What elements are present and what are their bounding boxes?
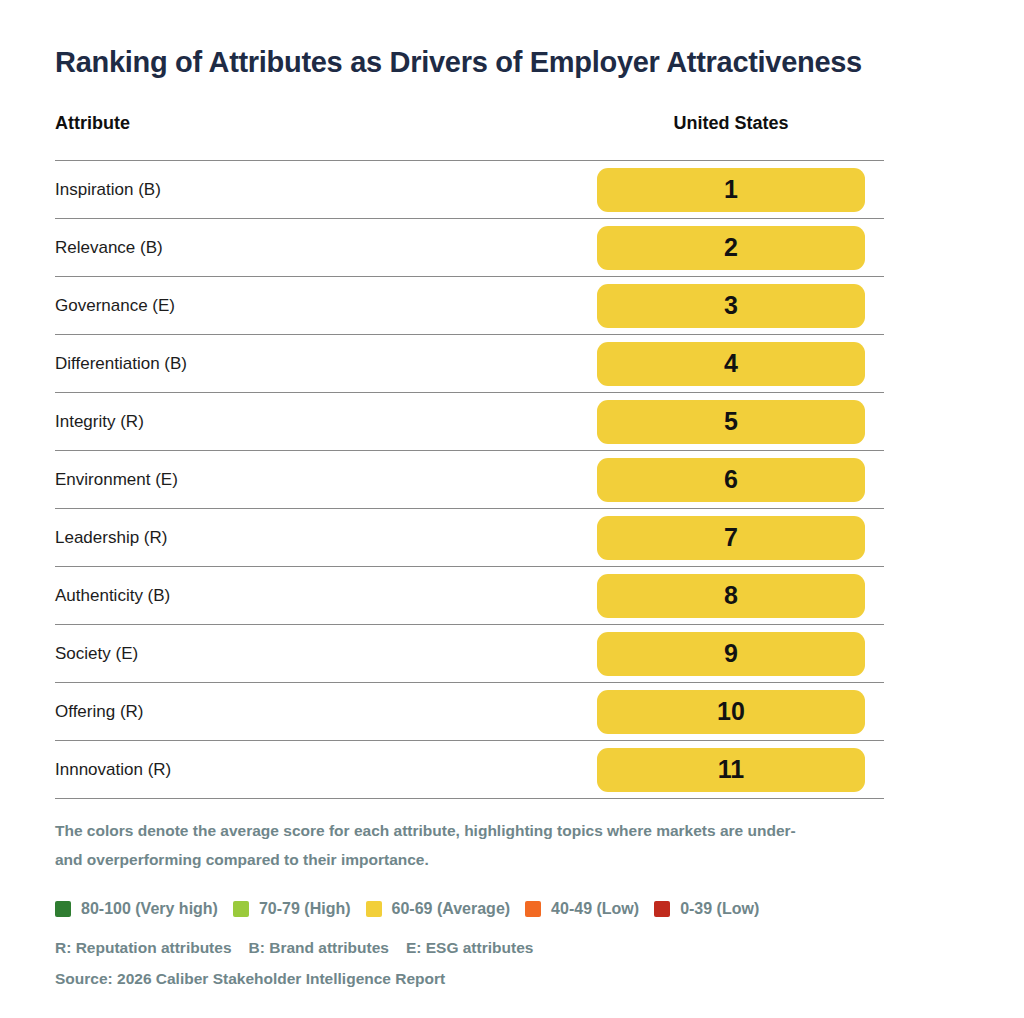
source-note: Source: 2026 Caliber Stakeholder Intelli… (55, 970, 884, 988)
rank-badge: 11 (597, 748, 865, 792)
ranking-infographic: Ranking of Attributes as Drivers of Empl… (0, 0, 1024, 988)
table-body: Inspiration (B) 1 Relevance (B) 2 Govern… (55, 161, 884, 799)
legend-swatch-icon (654, 901, 670, 917)
table-row: Environment (E) 6 (55, 451, 884, 509)
legend-swatch-icon (55, 901, 71, 917)
attribute-label: Innnovation (R) (55, 760, 597, 780)
table-row: Relevance (B) 2 (55, 219, 884, 277)
attribute-label: Governance (E) (55, 296, 597, 316)
rank-badge: 7 (597, 516, 865, 560)
legend-swatch-icon (233, 901, 249, 917)
table-row: Integrity (R) 5 (55, 393, 884, 451)
ranking-table: Attribute United States Inspiration (B) … (55, 113, 884, 799)
abbreviation-item: R: Reputation attributes (55, 939, 232, 957)
attribute-label: Authenticity (B) (55, 586, 597, 606)
legend-item: 60-69 (Average) (366, 900, 511, 918)
abbreviation-item: B: Brand attributes (249, 939, 389, 957)
legend-item: 0-39 (Low) (654, 900, 759, 918)
attribute-label: Society (E) (55, 644, 597, 664)
abbreviation-key: R: Reputation attributes B: Brand attrib… (55, 939, 884, 957)
table-row: Offering (R) 10 (55, 683, 884, 741)
legend-swatch-icon (525, 901, 541, 917)
attribute-label: Integrity (R) (55, 412, 597, 432)
attribute-label: Offering (R) (55, 702, 597, 722)
legend-label: 80-100 (Very high) (81, 900, 218, 918)
attribute-label: Relevance (B) (55, 238, 597, 258)
rank-badge: 5 (597, 400, 865, 444)
attribute-label: Inspiration (B) (55, 180, 597, 200)
rank-badge: 9 (597, 632, 865, 676)
attribute-label: Environment (E) (55, 470, 597, 490)
rank-badge: 6 (597, 458, 865, 502)
rank-badge: 1 (597, 168, 865, 212)
legend-label: 70-79 (High) (259, 900, 351, 918)
rank-badge: 10 (597, 690, 865, 734)
rank-badge: 8 (597, 574, 865, 618)
legend-label: 0-39 (Low) (680, 900, 759, 918)
legend-label: 40-49 (Low) (551, 900, 639, 918)
attribute-label: Differentiation (B) (55, 354, 597, 374)
rank-badge: 4 (597, 342, 865, 386)
page-title: Ranking of Attributes as Drivers of Empl… (55, 46, 884, 79)
legend-item: 70-79 (High) (233, 900, 351, 918)
legend-item: 40-49 (Low) (525, 900, 639, 918)
score-legend: 80-100 (Very high) 70-79 (High) 60-69 (A… (55, 900, 884, 918)
legend-item: 80-100 (Very high) (55, 900, 218, 918)
table-row: Governance (E) 3 (55, 277, 884, 335)
country-column-header: United States (597, 113, 865, 134)
table-row: Innnovation (R) 11 (55, 741, 884, 799)
table-row: Inspiration (B) 1 (55, 161, 884, 219)
table-row: Differentiation (B) 4 (55, 335, 884, 393)
color-footnote: The colors denote the average score for … (55, 817, 884, 874)
table-row: Leadership (R) 7 (55, 509, 884, 567)
abbreviation-item: E: ESG attributes (406, 939, 533, 957)
table-header-row: Attribute United States (55, 113, 884, 161)
attribute-label: Leadership (R) (55, 528, 597, 548)
table-row: Society (E) 9 (55, 625, 884, 683)
legend-label: 60-69 (Average) (392, 900, 511, 918)
rank-badge: 2 (597, 226, 865, 270)
legend-swatch-icon (366, 901, 382, 917)
rank-badge: 3 (597, 284, 865, 328)
attribute-column-header: Attribute (55, 113, 597, 134)
table-row: Authenticity (B) 8 (55, 567, 884, 625)
